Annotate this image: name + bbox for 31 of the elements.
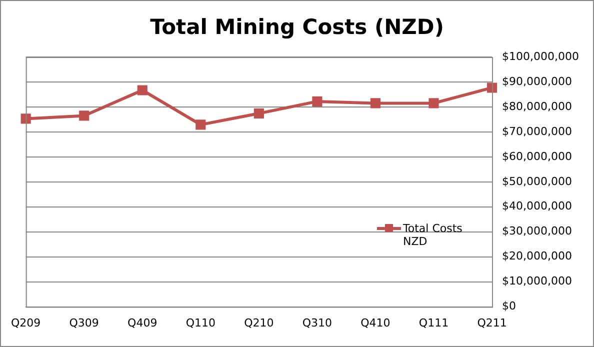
y-tick-label: $100,000,000 <box>502 50 580 63</box>
point <box>196 120 206 130</box>
x-tick-label: Q410 <box>360 316 390 330</box>
point <box>79 110 90 121</box>
x-tick-label: Q209 <box>11 316 41 330</box>
point <box>312 96 322 106</box>
y-tick-label: $30,000,000 <box>502 224 572 238</box>
point <box>428 98 439 108</box>
point <box>20 114 31 124</box>
y-tick-label: $70,000,000 <box>502 124 572 138</box>
x-tick-label: Q211 <box>477 316 507 330</box>
point <box>486 82 498 93</box>
y-tick-label: $60,000,000 <box>502 150 572 163</box>
y-tick-label: $40,000,000 <box>502 200 572 213</box>
point <box>370 98 381 108</box>
y-tick-label: $50,000,000 <box>502 174 572 188</box>
x-tick-label: Q110 <box>186 316 216 330</box>
x-tick-label: Q309 <box>69 316 99 330</box>
x-tick-label: Q409 <box>128 316 158 330</box>
point <box>254 108 264 118</box>
legend-label: Total Costs NZD <box>403 222 464 248</box>
point <box>137 85 148 96</box>
y-tick-label: $10,000,000 <box>502 274 572 288</box>
x-tick-label: Q111 <box>418 316 449 330</box>
y-tick-label: $0 <box>502 300 516 313</box>
y-tick-label: $80,000,000 <box>502 100 572 113</box>
x-tick-label: Q210 <box>244 316 274 330</box>
y-tick-label: $90,000,000 <box>502 74 572 88</box>
y-tick-label: $20,000,000 <box>502 250 572 263</box>
x-tick-label: Q310 <box>302 316 332 330</box>
chart-title: Total Mining Costs (NZD) <box>149 15 445 39</box>
